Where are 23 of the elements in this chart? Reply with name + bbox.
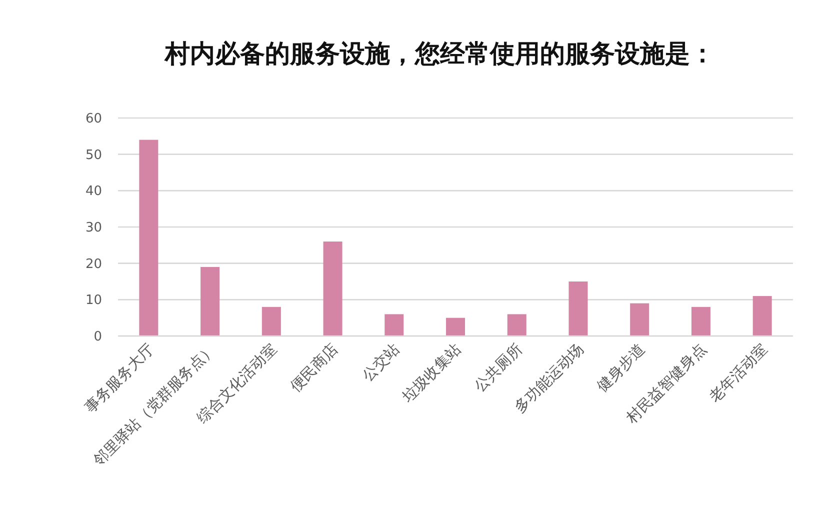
y-tick-label: 30 — [85, 220, 102, 236]
bar — [323, 242, 342, 336]
x-tick-label: 公交站 — [358, 340, 403, 385]
chart-title: 村内必备的服务设施，您经常使用的服务设施是： — [164, 39, 715, 68]
y-tick-label: 50 — [85, 148, 102, 163]
bar — [384, 314, 404, 336]
bar — [630, 303, 650, 336]
bar — [752, 296, 772, 336]
bar — [568, 282, 588, 336]
y-tick-label: 20 — [85, 256, 102, 272]
y-tick-label: 60 — [85, 112, 102, 126]
bar — [507, 314, 526, 336]
y-tick-label: 0 — [94, 330, 102, 344]
x-tick-label: 公共厕所 — [470, 340, 526, 396]
bar — [446, 318, 465, 336]
bar — [200, 266, 220, 336]
bar — [139, 140, 158, 336]
bar — [691, 306, 710, 336]
y-tick-label: 40 — [85, 184, 102, 200]
bar — [262, 306, 281, 336]
x-tick-label: 便民商店 — [286, 340, 342, 396]
x-tick-label: 健身步道 — [593, 340, 648, 396]
y-tick-label: 10 — [85, 293, 102, 308]
